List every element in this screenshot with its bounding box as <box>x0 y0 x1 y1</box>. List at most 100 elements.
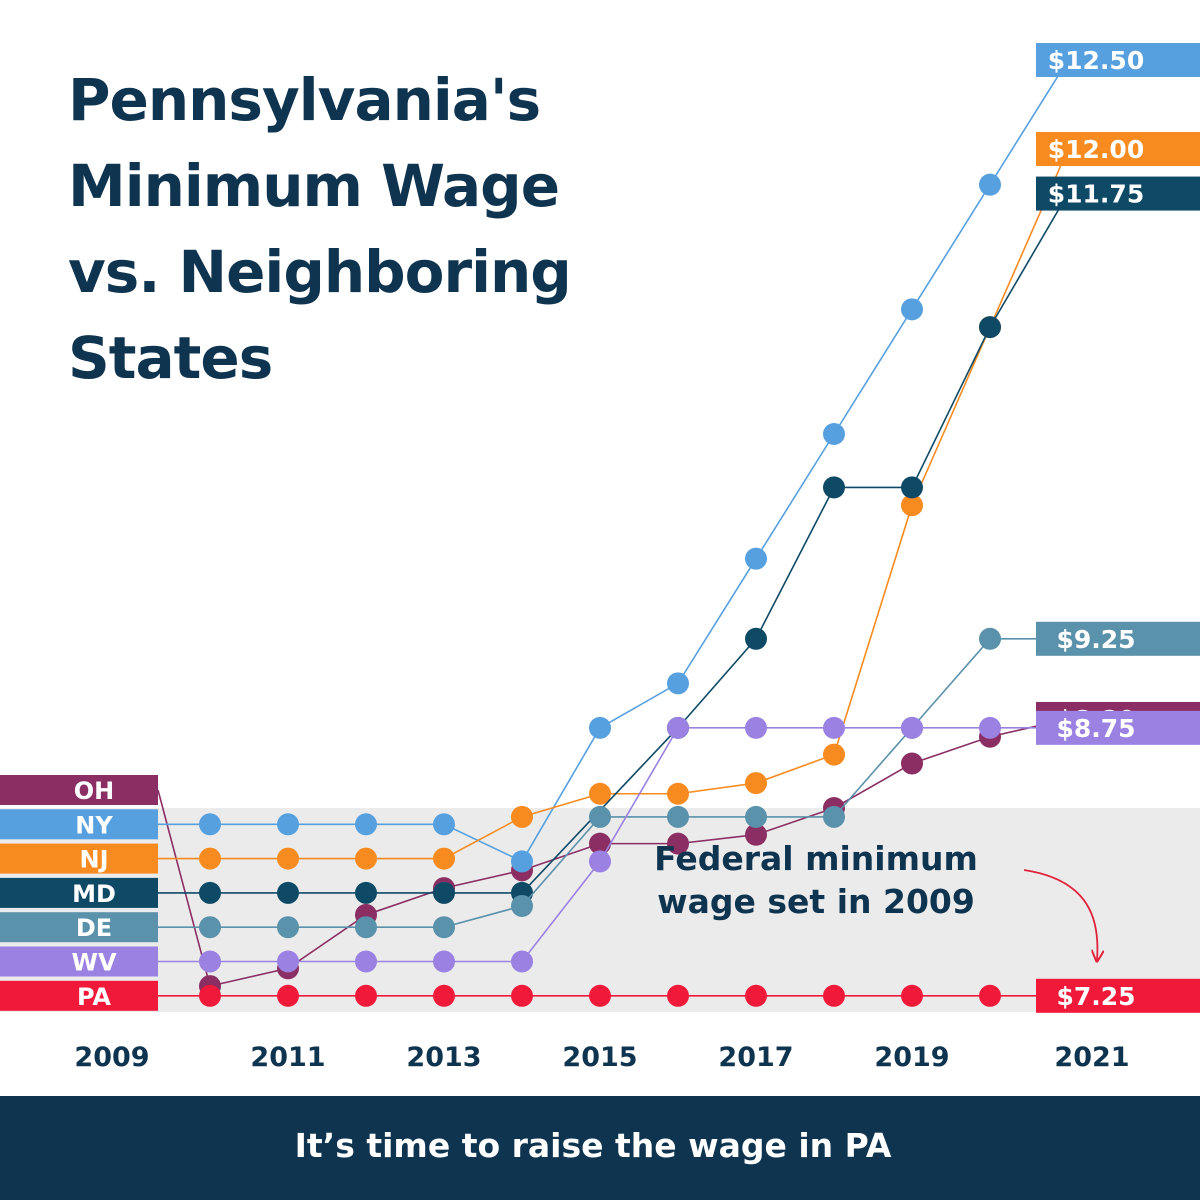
data-point-de-2017 <box>745 805 767 828</box>
data-point-pa-2015 <box>589 984 611 1007</box>
x-tick-2017: 2017 <box>718 1042 793 1073</box>
annotation-line-2: wage set in 2009 <box>657 882 975 921</box>
data-point-de-2011 <box>277 916 299 939</box>
end-labels: $8.80$12.50$12.00$11.75$9.25$8.75$7.25 <box>1036 43 1200 1013</box>
state-tab-nj <box>0 843 158 874</box>
data-point-oh-2019 <box>901 752 923 775</box>
data-point-nj-2019 <box>901 494 923 517</box>
data-point-nj-2016 <box>667 782 689 805</box>
data-point-ny-2014 <box>511 850 533 873</box>
data-point-oh-2015 <box>589 832 611 855</box>
data-point-wv-2013 <box>433 950 455 973</box>
chart-title-line-4: States <box>68 324 272 392</box>
end-label-md: $11.75 <box>1048 180 1144 209</box>
footer-bar <box>0 1096 1200 1200</box>
data-point-de-2020 <box>979 627 1001 650</box>
state-label-nj: NJ <box>79 846 108 874</box>
state-label-md: MD <box>72 880 116 908</box>
footer-text: It’s time to raise the wage in PA <box>295 1126 892 1165</box>
data-point-de-2018 <box>823 805 845 828</box>
end-label-box-md <box>1036 176 1200 211</box>
end-label-de: $9.25 <box>1056 625 1135 654</box>
data-point-wv-2017 <box>745 716 767 739</box>
data-point-nj-2014 <box>511 805 533 828</box>
data-point-oh-2017 <box>745 823 767 846</box>
data-point-md-2019 <box>901 476 923 499</box>
end-label-pa: $7.25 <box>1056 982 1135 1011</box>
x-tick-2015: 2015 <box>562 1042 637 1073</box>
data-point-pa-2016 <box>667 984 689 1007</box>
data-point-ny-2015 <box>589 716 611 739</box>
series-line-wv <box>158 727 1068 963</box>
data-point-ny-2016 <box>667 672 689 695</box>
state-label-ny: NY <box>75 811 113 839</box>
data-point-de-2014 <box>511 894 533 917</box>
data-point-md-2020 <box>979 316 1001 339</box>
data-point-wv-2012 <box>355 950 377 973</box>
data-point-wv-2014 <box>511 950 533 973</box>
data-point-md-2018 <box>823 476 845 499</box>
data-point-ny-2020 <box>979 173 1001 196</box>
data-point-wv-2020 <box>979 716 1001 739</box>
data-point-wv-2011 <box>277 950 299 973</box>
data-point-de-2013 <box>433 916 455 939</box>
data-point-md-2012 <box>355 881 377 904</box>
data-point-pa-2017 <box>745 984 767 1007</box>
state-tab-wv <box>0 946 158 977</box>
data-point-pa-2018 <box>823 984 845 1007</box>
end-label-box-de <box>1036 621 1200 656</box>
end-label-box-pa <box>1036 978 1200 1013</box>
data-point-pa-2013 <box>433 984 455 1007</box>
end-label-box-nj <box>1036 132 1200 167</box>
data-point-md-2011 <box>277 881 299 904</box>
series-layer <box>157 59 1070 1007</box>
data-point-nj-2012 <box>355 847 377 870</box>
data-point-wv-2016 <box>667 716 689 739</box>
data-point-nj-2017 <box>745 772 767 795</box>
annotation-arrow <box>1023 869 1097 960</box>
series-line-oh <box>157 718 1069 988</box>
data-point-wv-2019 <box>901 716 923 739</box>
data-point-ny-2011 <box>277 813 299 836</box>
end-label-nj: $12.00 <box>1048 135 1144 164</box>
state-label-de: DE <box>76 914 112 942</box>
series-line-ny <box>158 59 1070 863</box>
annotation-line-1: Federal minimum <box>654 839 978 878</box>
x-tick-2019: 2019 <box>874 1042 949 1073</box>
data-point-wv-2015 <box>589 850 611 873</box>
series-line-de <box>158 638 1068 928</box>
state-tab-ny <box>0 809 158 840</box>
chart-title-line-1: Pennsylvania's <box>68 66 540 134</box>
state-tab-pa <box>0 980 158 1011</box>
data-point-de-2010 <box>199 916 221 939</box>
chart-title-line-2: Minimum Wage <box>68 152 559 220</box>
state-labels: OH NY NJ MD DE WV PA <box>0 775 158 1011</box>
data-point-md-2013 <box>433 881 455 904</box>
x-tick-2011: 2011 <box>250 1042 325 1073</box>
data-point-wv-2018 <box>823 716 845 739</box>
data-point-ny-2013 <box>433 813 455 836</box>
data-point-ny-2019 <box>901 298 923 321</box>
data-point-nj-2010 <box>199 847 221 870</box>
state-label-oh: OH <box>74 777 115 805</box>
data-point-md-2017 <box>745 627 767 650</box>
state-tab-md <box>0 877 158 908</box>
chart-title-line-3: vs. Neighboring <box>68 238 571 306</box>
data-point-oh-2016 <box>667 832 689 855</box>
end-label-box-ny <box>1036 43 1200 77</box>
data-point-md-2010 <box>199 881 221 904</box>
data-point-ny-2017 <box>745 547 767 570</box>
data-point-nj-2011 <box>277 847 299 870</box>
data-point-ny-2010 <box>199 813 221 836</box>
state-tab-oh <box>0 775 158 805</box>
state-label-wv: WV <box>71 949 116 977</box>
end-label-ny: $12.50 <box>1048 46 1144 75</box>
end-label-box-wv <box>1036 710 1200 745</box>
data-point-de-2012 <box>355 916 377 939</box>
data-point-pa-2019 <box>901 984 923 1007</box>
data-point-ny-2012 <box>355 813 377 836</box>
data-point-nj-2015 <box>589 782 611 805</box>
data-point-de-2015 <box>589 805 611 828</box>
x-tick-2013: 2013 <box>406 1042 481 1073</box>
data-point-pa-2012 <box>355 984 377 1007</box>
